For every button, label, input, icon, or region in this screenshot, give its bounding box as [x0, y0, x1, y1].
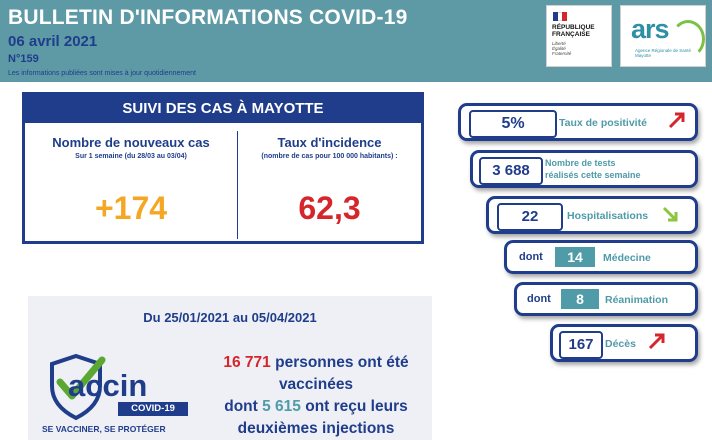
suivi-divider [237, 131, 238, 239]
suivi-cas-panel: SUIVI DES CAS À MAYOTTE Nombre de nouvea… [22, 92, 424, 244]
rf-logo-motto: Liberté Égalité Fraternité [552, 41, 572, 56]
tests-value: 3 688 [479, 157, 543, 185]
trend-up-icon [668, 112, 685, 129]
bulletin-number: N°159 [8, 53, 39, 65]
update-note: Les informations publiées sont mises à j… [8, 70, 196, 77]
vaccination-panel: Du 25/01/2021 au 05/04/2021 accin COVID-… [28, 296, 432, 440]
reanimation-label: Réanimation [605, 294, 669, 306]
deces-label: Décès [605, 338, 636, 350]
hospitalisations-value: 22 [497, 203, 563, 231]
vaccin-logo-word: accin [68, 368, 148, 403]
medecine-label: Médecine [603, 252, 651, 264]
deces-value: 167 [559, 331, 603, 359]
nouveaux-cas-heading: Nombre de nouveaux cas [52, 135, 210, 150]
vaccination-period: Du 25/01/2021 au 05/04/2021 [143, 310, 317, 325]
trend-up-icon [648, 333, 665, 350]
nouveaux-cas-value: +174 [94, 190, 168, 226]
reanimation-prefix: dont [527, 293, 551, 305]
trend-down-icon [662, 206, 678, 222]
ars-swoosh-icon [671, 20, 705, 58]
positivite-card: 5% Taux de positivité [458, 103, 698, 141]
incidence-block: Taux d'incidence (nombre de cas pour 100… [238, 135, 421, 160]
ars-logo: ars Agence Régionale de Santé Mayotte [620, 5, 706, 67]
reanimation-value: 8 [561, 289, 599, 309]
incidence-value: 62,3 [298, 190, 361, 226]
medecine-prefix: dont [519, 251, 543, 263]
incidence-heading: Taux d'incidence [277, 135, 382, 150]
vaccination-summary: 16 771 personnes ont été vaccinées dont … [223, 354, 409, 437]
nouveaux-cas-value-wrap: +174 [25, 135, 237, 235]
deces-card: 167 Décès [550, 324, 698, 362]
republique-francaise-logo: RÉPUBLIQUE FRANÇAISE Liberté Égalité Fra… [546, 5, 612, 67]
covid-badge: COVID-19 [118, 402, 188, 416]
header-banner: BULLETIN D'INFORMATIONS COVID-19 06 avri… [0, 0, 712, 82]
positivite-value: 5% [469, 110, 557, 138]
ars-logo-sub: Agence Régionale de Santé Mayotte [635, 48, 692, 58]
positivite-label: Taux de positivité [559, 117, 647, 129]
ars-logo-text: ars [631, 14, 670, 44]
reanimation-card: dont 8 Réanimation [514, 282, 698, 316]
nouveaux-cas-period: Sur 1 semaine (du 28/03 au 03/04) [75, 153, 187, 160]
hospitalisations-card: 22 Hospitalisations [486, 196, 698, 234]
tests-card: 3 688 Nombre de tests réalisés cette sem… [470, 150, 698, 188]
tests-label: Nombre de tests réalisés cette semaine [545, 158, 641, 180]
bulletin-title: BULLETIN D'INFORMATIONS COVID-19 [8, 6, 408, 29]
french-flag-icon [553, 12, 567, 21]
second-dose-count: 5 615 [262, 398, 301, 415]
medecine-card: dont 14 Médecine [504, 240, 698, 274]
nouveaux-cas-block: Nombre de nouveaux cas Sur 1 semaine (du… [25, 135, 237, 160]
bulletin-date: 06 avril 2021 [8, 33, 98, 50]
vaccine-shield-icon [50, 353, 106, 421]
hospitalisations-label: Hospitalisations [567, 210, 649, 222]
incidence-value-wrap: 62,3 [238, 135, 421, 235]
medecine-value: 14 [555, 247, 595, 267]
vaccinated-count: 16 771 [223, 354, 271, 371]
vaccin-slogan: SE VACCINER, SE PROTÉGER [42, 424, 166, 434]
rf-logo-text: RÉPUBLIQUE FRANÇAISE [552, 24, 595, 38]
suivi-title: SUIVI DES CAS À MAYOTTE [25, 95, 421, 123]
incidence-unit: (nombre de cas pour 100 000 habitants) : [261, 153, 398, 160]
